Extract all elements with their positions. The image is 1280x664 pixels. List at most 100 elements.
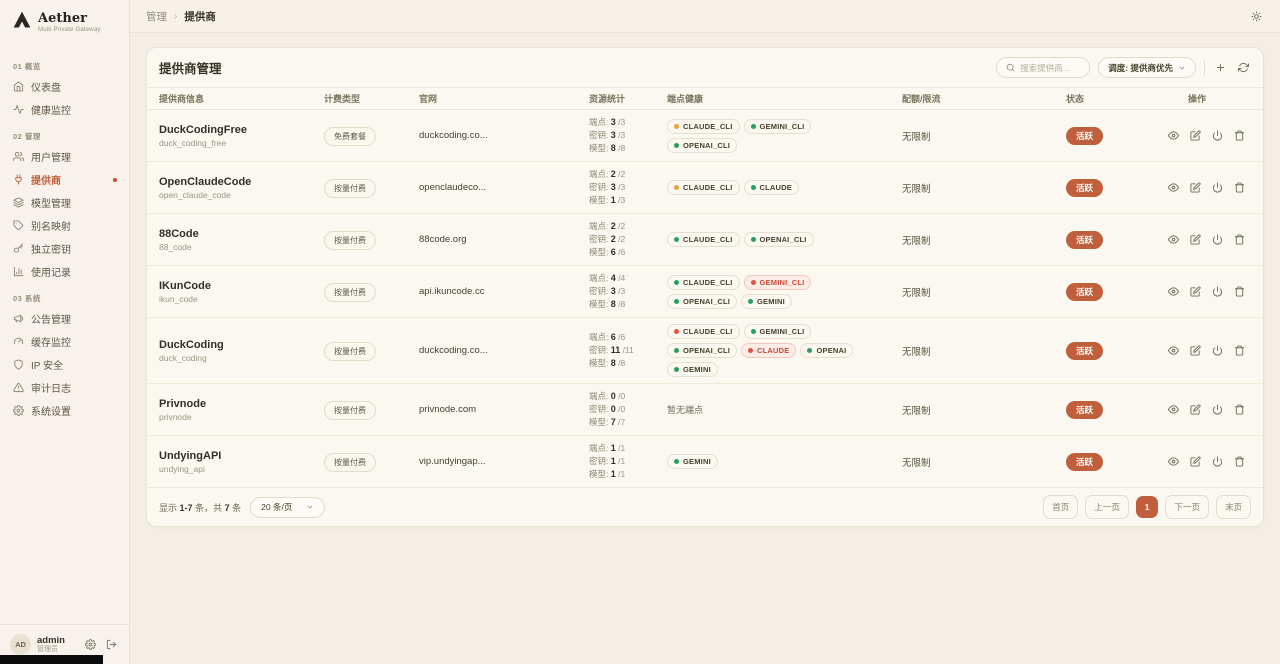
sidebar-item-chart[interactable]: 使用记录 — [0, 260, 129, 283]
delete-button[interactable] — [1232, 180, 1247, 195]
sidebar-item-shield[interactable]: IP 安全 — [0, 353, 129, 376]
status-dot-icon — [674, 367, 679, 372]
chevron-down-icon — [307, 505, 313, 509]
user-role: 管理员 — [37, 646, 58, 653]
stat-line: 端点: 0 /0 — [589, 391, 626, 401]
billing-badge: 按量付费 — [324, 452, 376, 472]
toggle-power-button[interactable] — [1210, 128, 1225, 143]
logout-button[interactable] — [104, 637, 119, 652]
delete-button[interactable] — [1232, 454, 1247, 469]
sidebar-item-plug[interactable]: 提供商 — [0, 168, 129, 191]
settings-button[interactable] — [83, 637, 98, 652]
theme-toggle-icon[interactable] — [1249, 9, 1264, 24]
status-dot-icon — [750, 279, 756, 285]
actions-cell — [1166, 284, 1251, 299]
edit-button[interactable] — [1188, 343, 1203, 358]
delete-button[interactable] — [1232, 402, 1247, 417]
billing-badge: 按量付费 — [324, 341, 376, 361]
first-page-button[interactable]: 首页 — [1043, 495, 1079, 519]
toggle-power-button[interactable] — [1210, 343, 1225, 358]
view-button[interactable] — [1166, 284, 1181, 299]
provider-info-cell: DuckCoding duck_coding — [159, 339, 324, 363]
sidebar-item-dashboard[interactable]: 仪表盘 — [0, 75, 129, 98]
sidebar-item-label: 仪表盘 — [31, 83, 61, 94]
sidebar-item-megaphone[interactable]: 公告管理 — [0, 307, 129, 330]
page-title: 提供商管理 — [159, 62, 222, 76]
sidebar-item-label: 系统设置 — [31, 407, 71, 418]
view-button[interactable] — [1166, 180, 1181, 195]
alert-icon — [13, 382, 24, 393]
billing-badge: 按量付费 — [324, 400, 376, 420]
sidebar-item-label: 缓存监控 — [31, 338, 71, 349]
toggle-power-button[interactable] — [1210, 232, 1225, 247]
resource-stats-cell: 端点: 3 /3 密钥: 3 /3 模型: 8 /8 — [589, 116, 667, 155]
toggle-power-button[interactable] — [1210, 180, 1225, 195]
current-page-button[interactable]: 1 — [1135, 496, 1159, 518]
toggle-power-button[interactable] — [1210, 454, 1225, 469]
view-button[interactable] — [1166, 454, 1181, 469]
toggle-power-button[interactable] — [1210, 402, 1225, 417]
status-dot-icon — [750, 237, 756, 242]
edit-button[interactable] — [1188, 454, 1203, 469]
divider — [1204, 60, 1205, 75]
schedule-dropdown[interactable]: 调度: 提供商优先 — [1098, 57, 1196, 78]
next-page-button[interactable]: 下一页 — [1165, 495, 1209, 519]
status-dot-icon — [674, 348, 679, 353]
resource-stats-cell: 端点: 2 /2 密钥: 2 /2 模型: 6 /6 — [589, 220, 667, 259]
refresh-button[interactable] — [1236, 60, 1251, 75]
stat-line: 模型: 8 /8 — [589, 299, 626, 309]
dashboard-icon — [13, 81, 24, 92]
stat-line: 模型: 6 /6 — [589, 247, 626, 257]
view-button[interactable] — [1166, 402, 1181, 417]
edit-icon — [1190, 234, 1201, 245]
user-name: admin — [37, 634, 65, 646]
edit-button[interactable] — [1188, 180, 1203, 195]
edit-icon — [1190, 345, 1201, 356]
page-size-select[interactable]: 20 条/页 — [250, 496, 326, 518]
breadcrumb-parent[interactable]: 管理 — [146, 10, 167, 23]
table-row: DuckCoding duck_coding 按量付费 duckcoding.co..… — [147, 318, 1263, 384]
website-link[interactable]: vip.undyingap... — [419, 456, 486, 467]
sidebar-item-key[interactable]: 独立密钥 — [0, 237, 129, 260]
search-box[interactable] — [996, 57, 1091, 78]
edit-button[interactable] — [1188, 128, 1203, 143]
sidebar-item-tag[interactable]: 别名映射 — [0, 214, 129, 237]
website-link[interactable]: duckcoding.co... — [419, 345, 488, 356]
website-link[interactable]: api.ikuncode.cc — [419, 286, 485, 297]
website-link[interactable]: openclaudeco... — [419, 182, 487, 193]
app-logo-icon — [12, 10, 32, 35]
delete-button[interactable] — [1232, 232, 1247, 247]
delete-button[interactable] — [1232, 128, 1247, 143]
view-button[interactable] — [1166, 128, 1181, 143]
billing-badge: 按量付费 — [324, 282, 376, 302]
toggle-power-button[interactable] — [1210, 284, 1225, 299]
edit-button[interactable] — [1188, 402, 1203, 417]
edit-button[interactable] — [1188, 232, 1203, 247]
sidebar-item-gear[interactable]: 系统设置 — [0, 399, 129, 422]
edit-button[interactable] — [1188, 284, 1203, 299]
website-link[interactable]: 88code.org — [419, 234, 467, 245]
view-button[interactable] — [1166, 343, 1181, 358]
sidebar-item-layers[interactable]: 模型管理 — [0, 191, 129, 214]
topbar: 管理 › 提供商 — [130, 0, 1280, 33]
sidebar-item-users[interactable]: 用户管理 — [0, 145, 129, 168]
sidebar-item-alert[interactable]: 审计日志 — [0, 376, 129, 399]
view-button[interactable] — [1166, 232, 1181, 247]
sidebar: Aether Multi Private Gateway 01 概览 仪表盘 健康监… — [0, 0, 130, 664]
sidebar-item-gauge[interactable]: 缓存监控 — [0, 330, 129, 353]
health-badge: GEMINI — [741, 293, 792, 309]
last-page-button[interactable]: 末页 — [1215, 495, 1251, 519]
prev-page-button[interactable]: 上一页 — [1085, 495, 1129, 519]
resource-stats-cell: 端点: 1 /1 密钥: 1 /1 模型: 1 /1 — [589, 442, 667, 481]
delete-button[interactable] — [1232, 343, 1247, 358]
sidebar-item-activity[interactable]: 健康监控 — [0, 98, 129, 121]
provider-name: Privnode — [159, 397, 207, 410]
delete-button[interactable] — [1232, 284, 1247, 299]
search-input[interactable] — [1020, 62, 1081, 73]
website-link[interactable]: privnode.com — [419, 404, 477, 415]
add-provider-button[interactable] — [1213, 60, 1228, 75]
pagination-range: 1-7 — [179, 502, 193, 513]
pagination-controls: 首页 上一页 1 下一页 末页 — [1043, 495, 1251, 519]
status-dot-icon — [674, 329, 679, 334]
website-link[interactable]: duckcoding.co... — [419, 130, 488, 141]
